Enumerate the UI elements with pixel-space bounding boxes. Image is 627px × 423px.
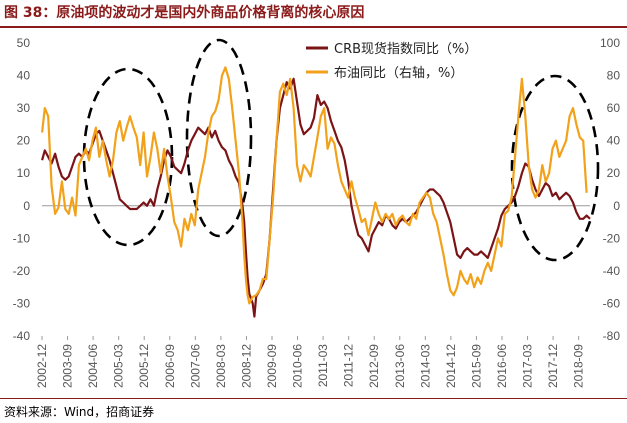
left-axis-tick-label: 0 (23, 199, 30, 213)
left-axis-tick-label: -40 (13, 329, 31, 343)
x-axis-tick-label: 2018-09 (572, 344, 586, 388)
x-axis-tick-label: 2017-03 (521, 344, 535, 388)
x-axis-tick-label: 2015-09 (469, 344, 483, 388)
annotation-ellipse-3 (510, 74, 600, 262)
chart-title: 图 38：原油项的波动才是国内外商品价格背离的核心原因 (4, 5, 365, 21)
left-axis-tick-label: 20 (17, 134, 31, 148)
right-axis-tick-label: -80 (603, 329, 621, 343)
x-axis-tick-label: 2008-03 (214, 344, 228, 388)
x-axis-tick-label: 2003-09 (61, 344, 75, 388)
x-axis-tick-label: 2012-09 (367, 344, 381, 388)
left-axis-tick-label: -30 (13, 296, 31, 310)
legend-label-brent: 布油同比（右轴，%） (334, 66, 463, 81)
x-axis-tick-label: 2010-06 (291, 344, 305, 388)
source-note: 资料来源：Wind，招商证券 (4, 405, 155, 419)
right-axis-tick-label: 80 (607, 69, 621, 83)
x-axis-tick-label: 2017-12 (546, 344, 560, 388)
right-axis-tick-label: -20 (603, 231, 621, 245)
right-axis-tick-label: -60 (603, 296, 621, 310)
x-axis-tick-label: 2014-12 (444, 344, 458, 388)
x-axis-tick-label: 2002-12 (35, 344, 49, 388)
series-layer (41, 66, 591, 318)
x-axis-tick-label: 2011-03 (316, 344, 330, 387)
annotation-ellipse-2 (185, 38, 253, 238)
x-axis-tick-label: 2011-12 (342, 344, 356, 387)
x-axis-tick-label: 2008-12 (239, 344, 253, 388)
x-axis-tick-label: 2007-06 (188, 344, 202, 388)
right-axis-tick-label: 100 (600, 36, 620, 50)
x-axis-tick-label: 2005-12 (137, 344, 151, 388)
left-axis-tick-label: 30 (17, 101, 31, 115)
right-axis-tick-label: 60 (607, 101, 621, 115)
footer-divider (0, 398, 627, 399)
right-axis-tick-label: 20 (607, 166, 621, 180)
x-axis-tick-label: 2016-06 (495, 344, 509, 388)
x-axis-tick-label: 2009-09 (265, 344, 279, 388)
x-axis-tick-label: 2006-09 (163, 344, 177, 388)
series-line-crb (41, 77, 591, 318)
legend-label-crb: CRB现货指数同比（%） (334, 41, 477, 57)
x-axis-tick-label: 2014-03 (418, 344, 432, 388)
right-axis-tick-label: 40 (607, 134, 621, 148)
left-axis-tick-label: 40 (17, 69, 31, 83)
right-axis-tick-label: 0 (613, 199, 620, 213)
left-axis-tick-label: 10 (17, 166, 31, 180)
right-axis-tick-label: -40 (603, 264, 621, 278)
left-axis-tick-label: -10 (13, 231, 31, 245)
left-axis-tick-label: 50 (17, 36, 31, 50)
axes: -40 -30 -20 -10 0 10 20 30 40 50 -80 -60 -40 -20 0 20 40… (13, 36, 621, 388)
x-axis-tick-label: 2005-03 (112, 344, 126, 388)
title-divider (0, 26, 627, 28)
x-axis-tick-label: 2013-06 (393, 344, 407, 388)
x-axis-tick-label: 2004-06 (86, 344, 100, 388)
legend: CRB现货指数同比（%） 布油同比（右轴，%） (306, 41, 477, 81)
series-line-brent (41, 66, 588, 305)
left-axis-tick-label: -20 (13, 264, 31, 278)
